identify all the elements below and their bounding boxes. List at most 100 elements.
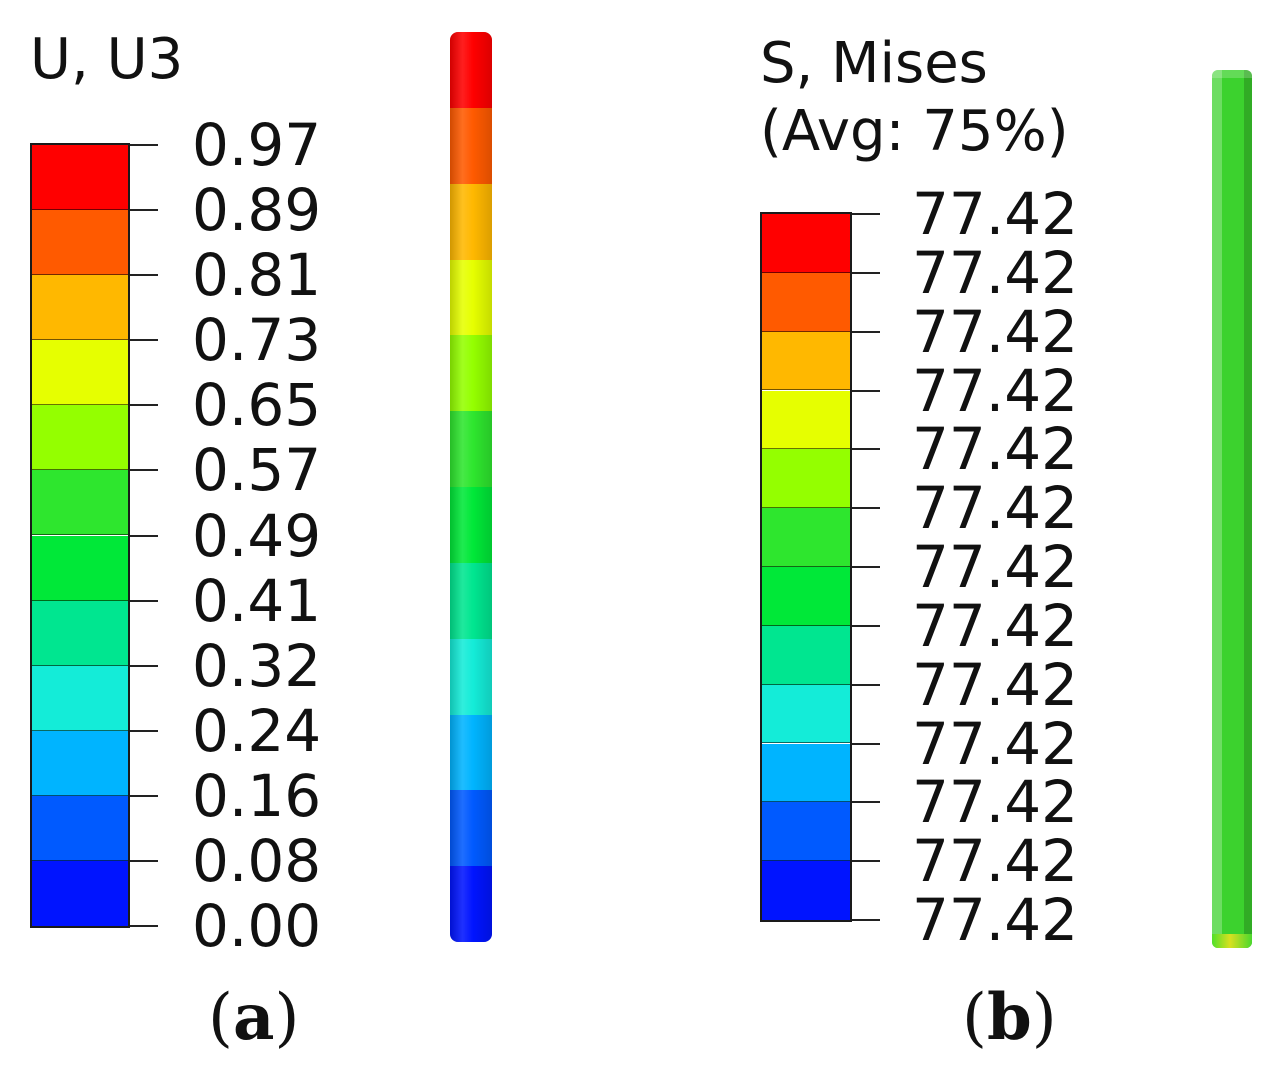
tick-mark: [130, 599, 158, 602]
tick-label: 77.42: [912, 591, 1079, 660]
tick-mark: [852, 683, 880, 686]
tick-mark: [852, 330, 880, 333]
color-band: [762, 331, 850, 391]
tick-label: 0.41: [192, 566, 322, 635]
legend-title-u3: U, U3: [30, 27, 184, 92]
tick-label: 77.42: [912, 533, 1079, 601]
panel-caption-b: (b): [962, 978, 1057, 1058]
legend-title-mises: S, Mises (Avg: 75%): [760, 30, 1069, 166]
legend-title-line-2: (Avg: 75%): [760, 99, 1069, 164]
color-band: [32, 730, 128, 796]
legend-title-line-1: S, Mises: [760, 31, 988, 96]
tick-mark: [852, 389, 880, 392]
tick-label: 77.42: [912, 768, 1079, 837]
color-scale-bar: [760, 212, 852, 922]
panel-caption-a: (a): [208, 978, 299, 1058]
tick-mark: [852, 801, 880, 804]
tick-label: 77.42: [912, 709, 1079, 778]
column-bottom-end: [1212, 934, 1252, 948]
color-scale-bar: [30, 143, 130, 928]
color-band: [32, 860, 128, 926]
caption-letter: b: [986, 980, 1032, 1055]
tick-label: 77.42: [912, 238, 1079, 307]
tick-mark: [130, 404, 158, 407]
tick-mark: [130, 534, 158, 537]
tick-label: 0.97: [192, 111, 322, 179]
tick-label: 0.65: [192, 371, 322, 440]
tick-mark: [852, 919, 880, 921]
panel-b: S, Mises (Avg: 75%) 77.42 77.42 77.42 77.42…: [640, 0, 1283, 1076]
color-band: [762, 390, 850, 450]
color-band: [32, 795, 128, 861]
column-model-displacement: [450, 32, 492, 942]
column-top-end: [1212, 70, 1252, 78]
tick-label: 77.42: [912, 650, 1079, 719]
tick-label: 77.42: [912, 474, 1079, 543]
caption-close-paren: ): [1031, 981, 1057, 1055]
color-band: [762, 449, 850, 509]
color-band: [32, 340, 128, 406]
panel-a: U, U3 0.97 0.89 0.81 0.73 0.65 0.57 0.49 0.41 0.…: [0, 0, 640, 1076]
column-highlight: [1212, 70, 1222, 948]
tick-mark: [852, 448, 880, 451]
tick-mark: [852, 624, 880, 627]
column-segment: [450, 790, 492, 868]
color-band: [32, 470, 128, 536]
column-model-stress: [1212, 70, 1252, 948]
column-segment: [450, 866, 492, 942]
column-segment: [450, 107, 492, 185]
tick-mark: [130, 729, 158, 732]
tick-label: 0.24: [192, 696, 322, 765]
color-band: [32, 405, 128, 471]
tick-mark: [852, 213, 880, 215]
tick-label: 0.16: [192, 761, 322, 830]
tick-label: 77.42: [912, 297, 1079, 366]
tick-mark: [130, 469, 158, 472]
tick-label: 0.81: [192, 241, 322, 310]
tick-label: 77.42: [912, 180, 1079, 248]
tick-label: 0.32: [192, 631, 322, 700]
column-segment: [450, 335, 492, 413]
tick-label: 77.42: [912, 886, 1079, 954]
color-band: [762, 684, 850, 744]
color-band: [762, 743, 850, 803]
tick-label: 0.89: [192, 176, 322, 245]
tick-mark: [852, 860, 880, 863]
tick-mark: [852, 271, 880, 274]
color-band: [32, 535, 128, 601]
column-segment: [450, 487, 492, 564]
tick-mark: [130, 859, 158, 862]
tick-mark: [130, 664, 158, 667]
tick-mark: [130, 144, 158, 146]
color-band: [762, 802, 850, 862]
column-segment: [450, 32, 492, 109]
tick-label: 77.42: [912, 827, 1079, 896]
tick-label: 0.57: [192, 436, 322, 505]
column-segment: [450, 562, 492, 640]
caption-letter: a: [232, 980, 275, 1055]
column-segment: [450, 714, 492, 792]
tick-label: 77.42: [912, 356, 1079, 425]
tick-mark: [130, 339, 158, 342]
color-band: [32, 145, 128, 211]
tick-label: 77.42: [912, 415, 1079, 484]
column-body: [1212, 70, 1252, 948]
color-band: [32, 210, 128, 276]
color-band: [762, 861, 850, 920]
color-band: [762, 272, 850, 332]
column-segment: [450, 411, 492, 488]
tick-mark: [130, 925, 158, 927]
column-segment: [450, 183, 492, 261]
tick-label: 0.00: [192, 892, 322, 960]
color-band: [762, 567, 850, 626]
caption-open-paren: (: [208, 981, 233, 1055]
color-band: [32, 600, 128, 666]
color-band: [762, 214, 850, 273]
tick-label: 0.73: [192, 306, 322, 375]
color-band: [762, 625, 850, 685]
color-band: [32, 665, 128, 731]
column-segment: [450, 259, 492, 337]
tick-mark: [130, 274, 158, 277]
tick-mark: [852, 507, 880, 510]
color-band: [762, 508, 850, 567]
